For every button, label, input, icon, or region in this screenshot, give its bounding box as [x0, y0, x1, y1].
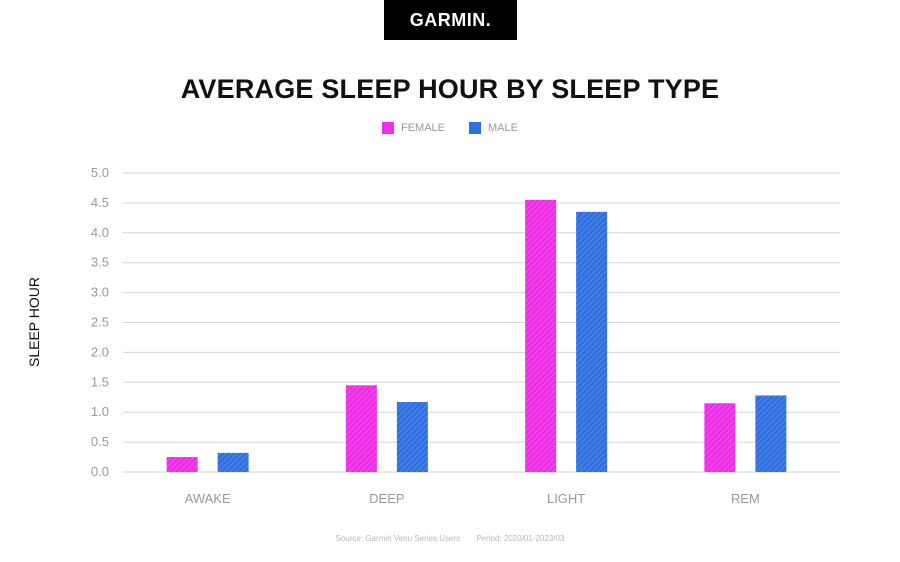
y-tick-label: 2.0	[91, 344, 109, 359]
garmin-logo: GARMIN.	[384, 0, 517, 40]
y-tick-label: 3.5	[91, 255, 109, 270]
chart-title: AVERAGE SLEEP HOUR BY SLEEP TYPE	[180, 74, 720, 104]
bar-hatch-female-awake	[166, 457, 198, 472]
y-tick-label: 1.5	[91, 374, 109, 389]
y-tick-label: 4.0	[91, 225, 109, 240]
source-note: Source: Garmin Venu Series Users	[335, 534, 461, 543]
bar-hatch-female-rem	[704, 403, 736, 472]
bar-hatch-female-light	[525, 199, 557, 472]
bar-hatch-male-rem	[755, 395, 787, 472]
x-tick-label: LIGHT	[547, 491, 585, 506]
y-tick-label: 2.5	[91, 315, 109, 330]
legend-swatch-male	[469, 122, 482, 134]
y-tick-label: 3.0	[91, 285, 109, 300]
bar-hatch-female-deep	[345, 385, 377, 472]
bar-hatch-male-deep	[396, 402, 428, 472]
legend-swatch-female	[382, 122, 394, 134]
y-tick-label: 5.0	[91, 165, 109, 180]
y-tick-label: 4.5	[91, 195, 109, 210]
bar-hatch-male-awake	[217, 452, 249, 472]
y-tick-label: 0.5	[91, 434, 109, 449]
y-tick-label: 0.0	[91, 464, 109, 479]
chart-legend: FEMALE MALE	[0, 122, 900, 134]
period-note: Period: 2020/01-2023/03	[476, 534, 565, 543]
y-tick-label: 1.0	[91, 404, 109, 419]
x-tick-label: AWAKE	[185, 491, 231, 506]
legend-label-male: MALE	[488, 122, 518, 134]
legend-label-female: FEMALE	[401, 122, 446, 134]
legend-item-female: FEMALE	[382, 122, 445, 134]
legend-item-male: MALE	[469, 122, 518, 134]
chart-footer: Source: Garmin Venu Series Users Period:…	[0, 534, 900, 543]
bar-hatch-male-light	[576, 211, 608, 472]
x-tick-label: DEEP	[369, 491, 404, 506]
x-tick-label: REM	[731, 491, 760, 506]
